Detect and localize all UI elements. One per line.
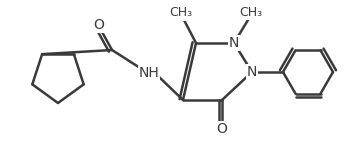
Text: O: O: [94, 18, 104, 32]
Text: CH₃: CH₃: [169, 7, 193, 19]
Text: N: N: [247, 65, 257, 79]
Text: CH₃: CH₃: [240, 7, 263, 19]
Text: CH₃: CH₃: [169, 8, 193, 20]
Text: O: O: [216, 122, 227, 136]
Text: NH: NH: [138, 66, 159, 80]
Text: N: N: [229, 36, 239, 50]
